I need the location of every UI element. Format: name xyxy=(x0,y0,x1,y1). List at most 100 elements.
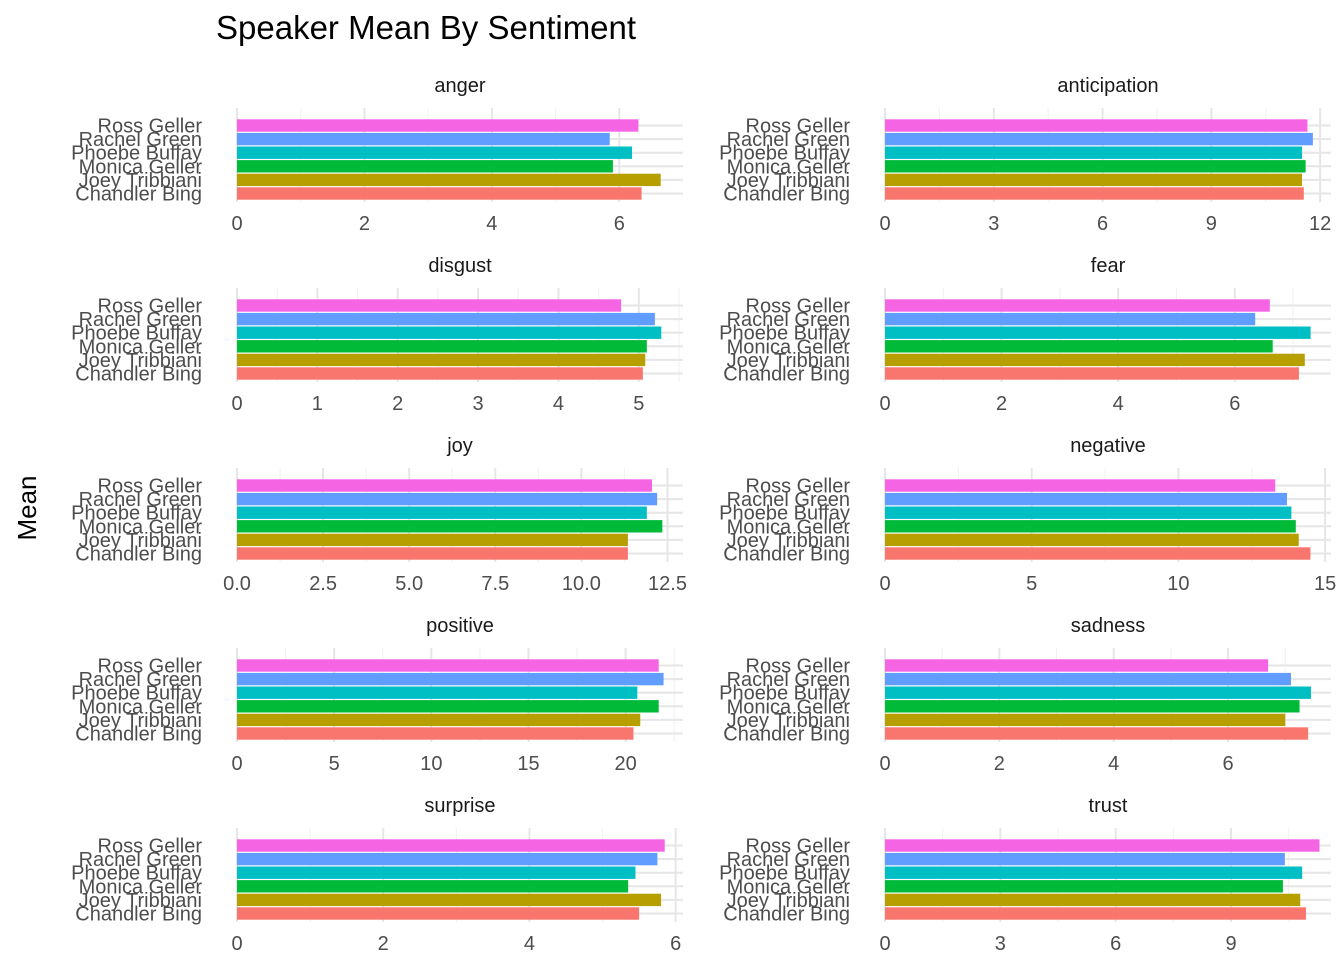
category-label: Ross Geller xyxy=(746,476,851,498)
bar-monica-geller xyxy=(237,160,613,173)
x-tick-label: 4 xyxy=(486,213,497,235)
panel-title: surprise xyxy=(424,795,495,817)
category-label: Ross Geller xyxy=(746,656,851,678)
category-label: Chandler Bing xyxy=(723,184,850,206)
bar-ross-geller xyxy=(885,119,1308,132)
category-label: Monica Geller xyxy=(79,876,203,898)
x-tick-label: 20 xyxy=(615,753,637,775)
category-label: Ross Geller xyxy=(98,656,203,678)
category-label: Rachel Green xyxy=(727,489,850,511)
category-label: Joey Tribbiani xyxy=(727,170,850,192)
bar-chandler-bing xyxy=(885,367,1299,380)
bar-chandler-bing xyxy=(237,187,642,200)
bar-joey-tribbiani xyxy=(237,173,661,187)
category-label: Monica Geller xyxy=(79,516,203,538)
x-tick-label: 4 xyxy=(524,933,535,955)
panel-title: fear xyxy=(1091,255,1126,277)
x-tick-label: 10 xyxy=(1167,573,1189,595)
x-tick-label: 9 xyxy=(1225,933,1236,955)
x-tick-label: 0 xyxy=(879,933,890,955)
category-label: Rachel Green xyxy=(79,129,202,151)
category-label: Rachel Green xyxy=(727,849,850,871)
category-label: Phoebe Buffay xyxy=(719,503,850,525)
x-tick-label: 2 xyxy=(994,753,1005,775)
category-label: Ross Geller xyxy=(98,116,203,138)
category-label: Ross Geller xyxy=(746,836,851,858)
x-tick-label: 6 xyxy=(1229,393,1240,415)
bar-ross-geller xyxy=(885,839,1320,852)
x-tick-label: 6 xyxy=(614,213,625,235)
category-label: Chandler Bing xyxy=(75,544,202,566)
bar-ross-geller xyxy=(237,659,659,672)
category-label: Phoebe Buffay xyxy=(71,323,202,345)
category-label: Chandler Bing xyxy=(723,544,850,566)
bar-phoebe-buffay xyxy=(237,506,647,519)
x-tick-label: 7.5 xyxy=(481,573,509,595)
x-tick-label: 0 xyxy=(879,753,890,775)
bar-chandler-bing xyxy=(885,907,1307,920)
x-tick-label: 0 xyxy=(879,393,890,415)
bar-ross-geller xyxy=(237,839,665,852)
x-tick-label: 0 xyxy=(231,753,242,775)
bar-phoebe-buffay xyxy=(885,686,1311,699)
bar-rachel-green xyxy=(885,312,1256,326)
x-tick-label: 4 xyxy=(1113,393,1124,415)
x-tick-label: 2 xyxy=(359,213,370,235)
bar-chandler-bing xyxy=(237,547,628,560)
category-label: Chandler Bing xyxy=(75,724,202,746)
panel-title: positive xyxy=(426,615,494,637)
bar-rachel-green xyxy=(237,132,610,146)
panel-title: anticipation xyxy=(1057,75,1158,97)
bar-joey-tribbiani xyxy=(237,713,641,727)
bar-chandler-bing xyxy=(885,187,1304,200)
category-label: Ross Geller xyxy=(98,836,203,858)
x-tick-label: 4 xyxy=(553,393,564,415)
category-label: Phoebe Buffay xyxy=(719,683,850,705)
panel-title: negative xyxy=(1070,435,1146,457)
bar-ross-geller xyxy=(885,299,1270,312)
bar-joey-tribbiani xyxy=(885,353,1305,367)
category-label: Joey Tribbiani xyxy=(727,890,850,912)
bar-phoebe-buffay xyxy=(237,326,662,339)
bar-monica-geller xyxy=(885,700,1300,713)
x-tick-label: 9 xyxy=(1206,213,1217,235)
x-tick-label: 15 xyxy=(1314,573,1336,595)
category-label: Joey Tribbiani xyxy=(79,890,202,912)
bar-rachel-green xyxy=(237,492,658,506)
bar-joey-tribbiani xyxy=(885,713,1286,727)
category-label: Ross Geller xyxy=(98,296,203,318)
category-label: Rachel Green xyxy=(79,669,202,691)
chart-title: Speaker Mean By Sentiment xyxy=(216,9,636,46)
bar-chandler-bing xyxy=(237,727,634,740)
bar-joey-tribbiani xyxy=(885,893,1301,907)
bar-rachel-green xyxy=(885,492,1287,506)
category-label: Chandler Bing xyxy=(723,724,850,746)
bar-joey-tribbiani xyxy=(885,173,1302,187)
category-label: Phoebe Buffay xyxy=(71,863,202,885)
x-tick-label: 1 xyxy=(312,393,323,415)
bar-ross-geller xyxy=(237,119,639,132)
category-label: Joey Tribbiani xyxy=(79,350,202,372)
x-tick-label: 0 xyxy=(879,573,890,595)
category-label: Monica Geller xyxy=(79,156,203,178)
x-tick-label: 2.5 xyxy=(309,573,337,595)
x-tick-label: 10.0 xyxy=(562,573,601,595)
category-label: Chandler Bing xyxy=(723,904,850,926)
bar-monica-geller xyxy=(885,880,1283,893)
category-label: Joey Tribbiani xyxy=(727,710,850,732)
panel-title: sadness xyxy=(1071,615,1146,637)
x-tick-label: 0 xyxy=(879,213,890,235)
category-label: Phoebe Buffay xyxy=(719,863,850,885)
x-tick-label: 6 xyxy=(1223,753,1234,775)
x-tick-label: 3 xyxy=(995,933,1006,955)
bar-chandler-bing xyxy=(885,727,1309,740)
bar-ross-geller xyxy=(885,659,1269,672)
